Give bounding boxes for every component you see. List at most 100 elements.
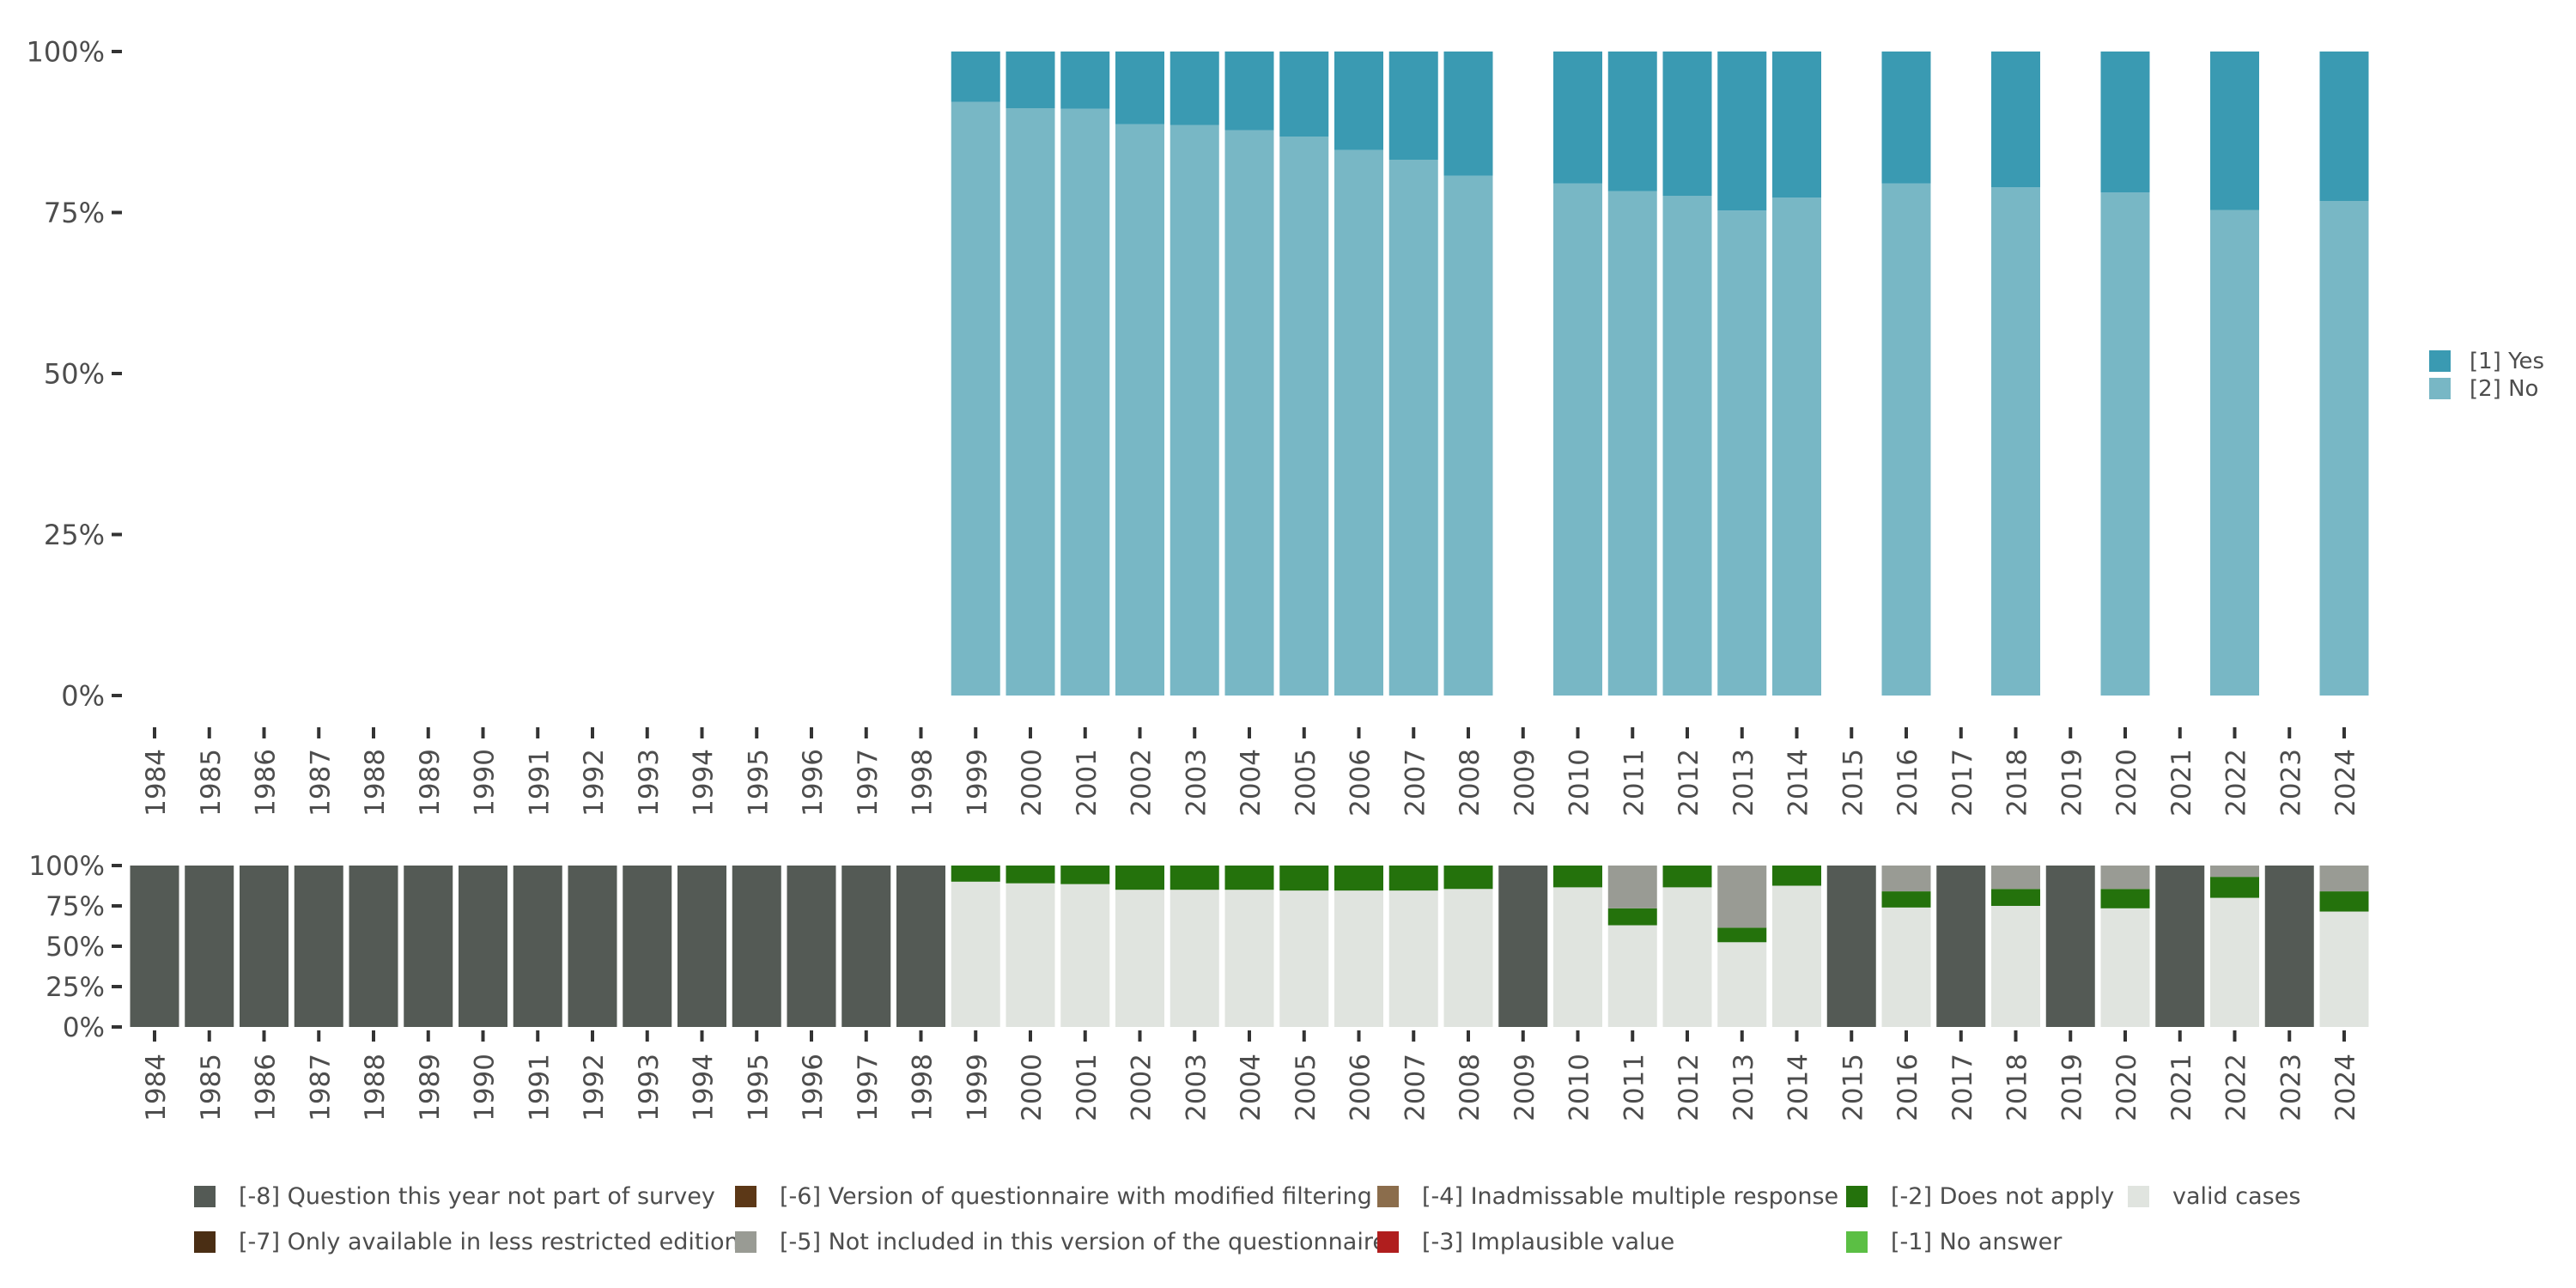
- p1-bar-2013-series-1: [1717, 927, 1767, 943]
- p1-x-tick-label-2003: 2003: [1181, 1054, 1212, 1121]
- p0-x-tick-label-2005: 2005: [1291, 749, 1321, 817]
- p0-x-tick-label-2015: 2015: [1838, 749, 1868, 817]
- p1-x-tick-label-1986: 1986: [251, 1054, 282, 1121]
- p1-x-tick-label-2012: 2012: [1674, 1054, 1704, 1121]
- p1-bar-1990-series-3: [459, 866, 507, 1027]
- p0-bar-2004-series-1: [1224, 52, 1274, 131]
- p1-bar-1986-series-3: [240, 866, 289, 1027]
- p1-bar-2016-series-1: [1881, 891, 1931, 908]
- p1-x-tick-label-1996: 1996: [798, 1054, 829, 1121]
- p1-bar-2014-series-0: [1772, 885, 1821, 1027]
- p0-x-tick-label-1985: 1985: [196, 749, 227, 817]
- p0-bar-2020-series-0: [2100, 192, 2150, 696]
- p1-legend-swatch-6: [735, 1231, 756, 1253]
- p1-bar-2018-series-0: [1991, 906, 2040, 1027]
- p0-bar-1999-series-1: [951, 52, 1000, 102]
- p1-legend-label-3: [-2] Does not apply: [1891, 1183, 2114, 1210]
- p1-legend-swatch-7: [1377, 1231, 1399, 1253]
- p1-bar-2011-series-0: [1607, 925, 1657, 1027]
- p1-legend-label-6: [-5] Not included in this version of the…: [780, 1229, 1387, 1255]
- p0-bar-2024-series-1: [2319, 52, 2369, 201]
- p0-x-tick-label-1991: 1991: [524, 749, 555, 817]
- p0-x-tick-label-2014: 2014: [1783, 749, 1814, 817]
- p1-x-tick-label-1989: 1989: [415, 1054, 446, 1121]
- p1-bar-2003-series-0: [1170, 890, 1219, 1027]
- p1-x-tick-label-2007: 2007: [1400, 1054, 1431, 1121]
- p1-bar-1999-series-0: [951, 881, 1000, 1027]
- p0-bar-2011-series-1: [1607, 52, 1657, 191]
- p1-x-tick-label-2013: 2013: [1728, 1054, 1759, 1121]
- p1-x-tick-label-2002: 2002: [1127, 1054, 1157, 1121]
- p1-bar-2022-series-1: [2210, 877, 2259, 898]
- p1-bar-1984-series-3: [130, 866, 179, 1027]
- p1-bar-2010-series-0: [1553, 887, 1602, 1027]
- p1-bar-2014-series-1: [1772, 866, 1821, 886]
- p1-bar-2024-series-0: [2319, 911, 2369, 1027]
- p1-legend-label-4: valid cases: [2172, 1183, 2300, 1210]
- p1-x-tick-label-2023: 2023: [2275, 1054, 2306, 1121]
- p1-bar-2013-series-2: [1717, 866, 1767, 928]
- p0-x-tick-label-2018: 2018: [2002, 749, 2033, 817]
- p0-x-tick-label-1995: 1995: [743, 749, 774, 817]
- p0-bar-2011-series-0: [1607, 191, 1657, 696]
- p1-bar-2017-series-3: [1936, 866, 1986, 1027]
- p0-x-tick-label-2000: 2000: [1017, 749, 1048, 817]
- p1-bar-1989-series-3: [404, 866, 453, 1027]
- p1-x-tick-label-1993: 1993: [634, 1054, 665, 1121]
- p1-legend-label-2: [-4] Inadmissable multiple response: [1422, 1183, 1838, 1210]
- p1-x-tick-label-2019: 2019: [2057, 1054, 2087, 1121]
- p1-bar-2022-series-2: [2210, 866, 2259, 878]
- p1-bar-1998-series-3: [896, 866, 945, 1027]
- p1-bar-1993-series-3: [623, 866, 672, 1027]
- p0-x-tick-label-2019: 2019: [2057, 749, 2087, 817]
- p1-bar-2019-series-3: [2045, 866, 2095, 1027]
- p0-legend-label-1: [2] No: [2470, 376, 2538, 402]
- p0-x-tick-label-2003: 2003: [1181, 749, 1212, 817]
- p1-bar-2020-series-2: [2100, 866, 2150, 890]
- p1-bar-1994-series-3: [677, 866, 726, 1027]
- p1-bar-2000-series-0: [1005, 883, 1055, 1027]
- p1-bar-2020-series-1: [2100, 889, 2150, 908]
- p1-x-tick-label-2021: 2021: [2166, 1054, 2197, 1121]
- p1-bar-2022-series-0: [2210, 897, 2259, 1027]
- p1-bar-2001-series-1: [1060, 866, 1110, 884]
- p1-y-tick-label-0: 0%: [63, 1012, 105, 1043]
- p0-x-tick-label-1994: 1994: [689, 749, 720, 817]
- p0-bar-1999-series-0: [951, 101, 1000, 696]
- p1-bar-1988-series-3: [349, 866, 398, 1027]
- p1-legend-swatch-0: [194, 1186, 216, 1207]
- p1-bar-2024-series-1: [2319, 891, 2369, 912]
- p1-bar-2018-series-2: [1991, 866, 2040, 890]
- p0-bar-2014-series-1: [1772, 52, 1821, 198]
- p0-bar-2012-series-0: [1662, 196, 1712, 696]
- p1-legend-label-7: [-3] Implausible value: [1422, 1229, 1674, 1255]
- p0-bar-2018-series-0: [1991, 187, 2040, 696]
- p1-bar-2005-series-0: [1279, 890, 1329, 1027]
- p0-x-tick-label-1988: 1988: [360, 749, 391, 817]
- p1-x-tick-label-1988: 1988: [360, 1054, 391, 1121]
- p1-bar-1987-series-3: [294, 866, 343, 1027]
- p0-x-tick-label-1987: 1987: [305, 749, 336, 817]
- p0-bar-2014-series-0: [1772, 197, 1821, 696]
- p1-x-tick-label-1997: 1997: [853, 1054, 884, 1121]
- p1-legend-swatch-3: [1846, 1186, 1868, 1207]
- p1-bar-2010-series-1: [1553, 866, 1602, 888]
- p1-bar-2006-series-0: [1334, 890, 1383, 1027]
- p1-x-tick-label-2022: 2022: [2221, 1054, 2252, 1121]
- p1-bar-2016-series-0: [1881, 907, 1931, 1027]
- p1-bar-2024-series-2: [2319, 866, 2369, 892]
- p1-bar-2020-series-0: [2100, 908, 2150, 1027]
- p0-bar-2020-series-1: [2100, 52, 2150, 193]
- p0-x-tick-label-1992: 1992: [579, 749, 610, 817]
- p1-x-tick-label-2017: 2017: [1947, 1054, 1978, 1121]
- p1-legend-label-0: [-8] Question this year not part of surv…: [239, 1183, 715, 1210]
- p0-bar-2002-series-0: [1115, 124, 1164, 696]
- p0-bar-2022-series-1: [2210, 52, 2259, 210]
- p0-bar-2003-series-0: [1170, 125, 1219, 696]
- p1-bar-2000-series-1: [1005, 866, 1055, 884]
- p0-bar-2004-series-0: [1224, 130, 1274, 696]
- p1-x-tick-label-2008: 2008: [1455, 1054, 1485, 1121]
- p0-bar-2006-series-1: [1334, 52, 1383, 150]
- p1-bar-2012-series-1: [1662, 866, 1712, 888]
- p1-bar-2005-series-1: [1279, 866, 1329, 891]
